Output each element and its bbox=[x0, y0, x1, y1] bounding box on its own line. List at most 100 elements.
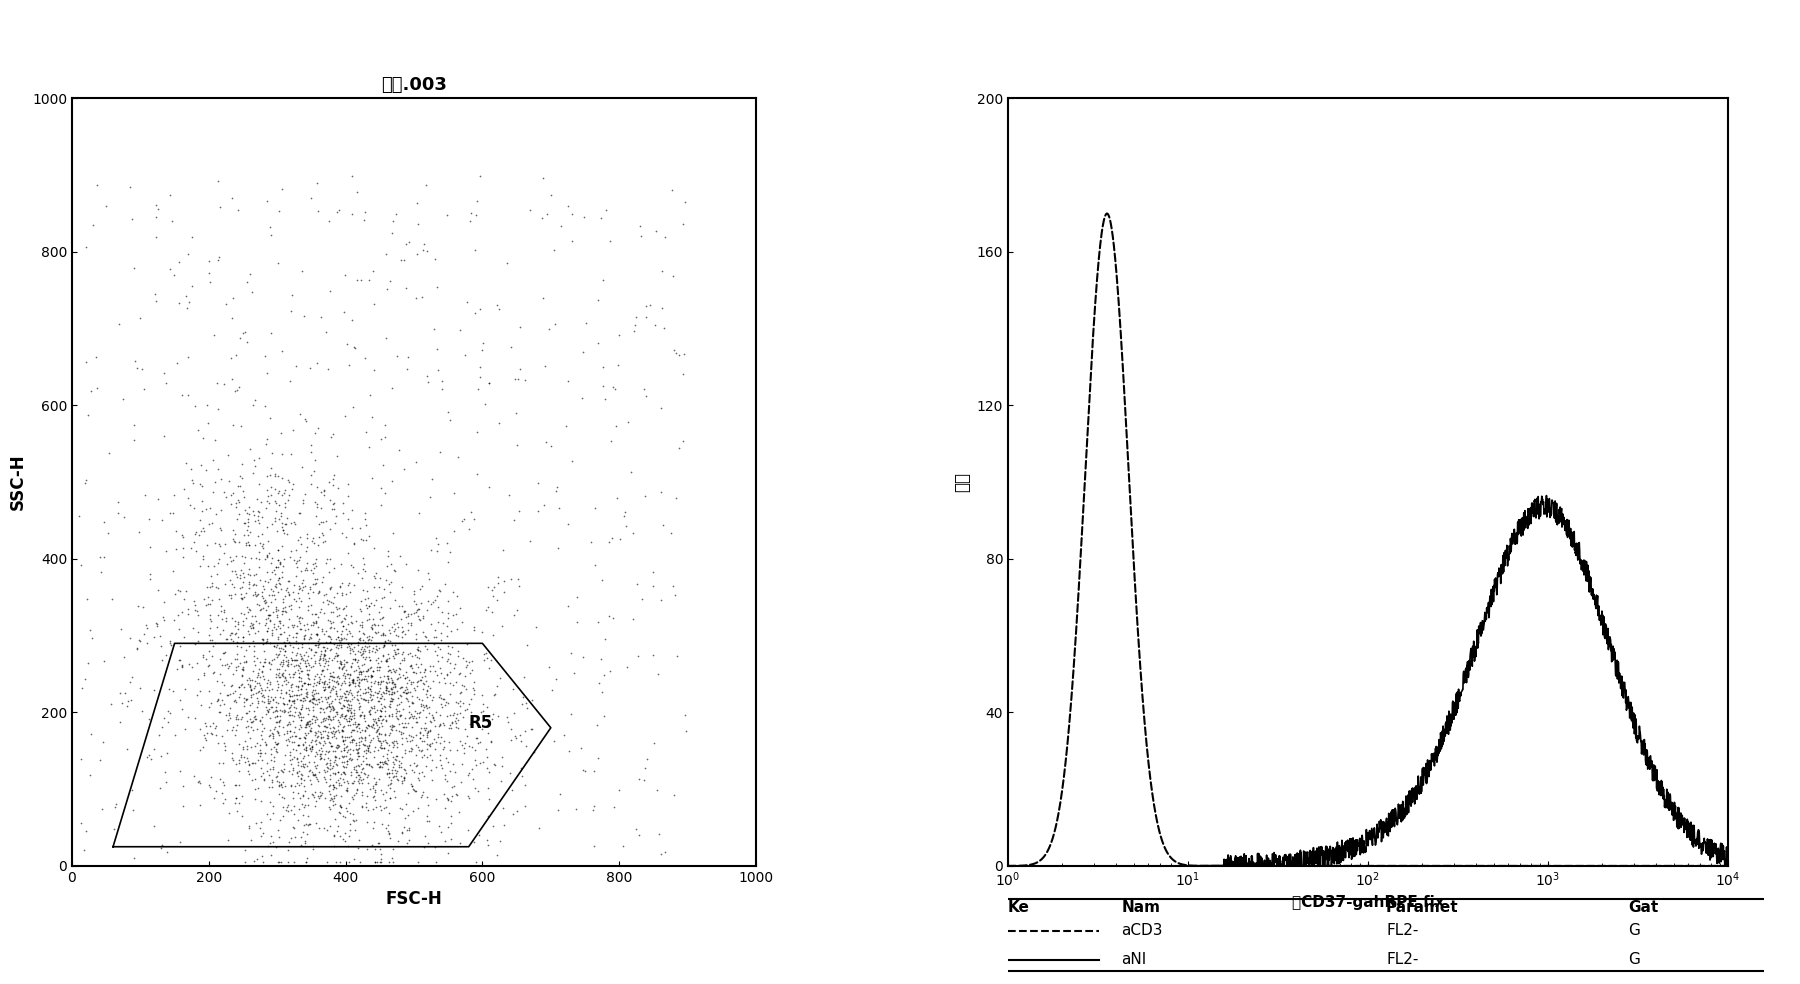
Point bbox=[403, 678, 432, 694]
Point bbox=[311, 646, 340, 662]
Point bbox=[254, 683, 283, 699]
Point bbox=[317, 694, 346, 709]
Point bbox=[347, 798, 376, 814]
Point bbox=[337, 708, 365, 724]
Point bbox=[650, 844, 679, 860]
Point bbox=[162, 660, 191, 676]
Point bbox=[293, 808, 322, 824]
Point bbox=[389, 684, 418, 700]
Point bbox=[122, 642, 151, 657]
Point bbox=[169, 778, 198, 794]
Point bbox=[310, 771, 338, 787]
Point bbox=[193, 589, 221, 605]
Point bbox=[335, 584, 364, 599]
Point bbox=[347, 583, 376, 598]
Point bbox=[385, 680, 414, 696]
Point bbox=[459, 834, 488, 850]
Point bbox=[405, 705, 434, 720]
Point bbox=[153, 703, 182, 718]
Point bbox=[295, 763, 324, 778]
Point bbox=[477, 733, 506, 749]
Point bbox=[265, 640, 293, 655]
Point bbox=[292, 742, 320, 758]
Point bbox=[583, 716, 612, 732]
Point bbox=[338, 722, 367, 738]
Point bbox=[337, 734, 365, 750]
Point bbox=[374, 699, 403, 714]
Point bbox=[315, 630, 344, 646]
Point bbox=[189, 523, 218, 538]
Point bbox=[356, 651, 385, 667]
Point bbox=[248, 579, 277, 594]
Point bbox=[205, 666, 234, 682]
Point bbox=[351, 563, 380, 579]
Point bbox=[362, 717, 391, 733]
Point bbox=[308, 526, 337, 542]
Point bbox=[292, 816, 320, 831]
Point bbox=[646, 592, 675, 608]
Point bbox=[407, 696, 436, 711]
Text: Ke: Ke bbox=[1008, 899, 1030, 915]
Point bbox=[292, 727, 320, 743]
Point bbox=[164, 621, 193, 637]
Point bbox=[355, 737, 383, 753]
Point bbox=[396, 776, 425, 792]
Point bbox=[274, 573, 302, 588]
Point bbox=[257, 445, 286, 461]
Point bbox=[301, 668, 329, 684]
Point bbox=[171, 721, 200, 737]
Point bbox=[382, 703, 410, 718]
Point bbox=[268, 652, 297, 668]
Point bbox=[227, 788, 256, 804]
Point bbox=[365, 708, 394, 724]
Point bbox=[310, 482, 338, 498]
Point bbox=[362, 643, 391, 658]
Point bbox=[502, 602, 531, 618]
Point bbox=[184, 671, 212, 687]
Point bbox=[333, 627, 362, 643]
Point bbox=[241, 815, 270, 830]
Point bbox=[412, 789, 441, 805]
Point bbox=[423, 598, 452, 614]
Point bbox=[290, 748, 319, 764]
Point bbox=[184, 422, 212, 438]
Point bbox=[230, 606, 259, 622]
Point bbox=[284, 812, 313, 828]
Point bbox=[245, 602, 274, 618]
Point bbox=[322, 756, 351, 771]
Point bbox=[493, 713, 522, 729]
Point bbox=[625, 828, 653, 843]
Point bbox=[310, 679, 338, 695]
Point bbox=[338, 814, 367, 830]
Point bbox=[266, 682, 295, 698]
Point bbox=[302, 757, 331, 772]
Point bbox=[364, 624, 392, 640]
Point bbox=[632, 309, 661, 325]
Point bbox=[308, 525, 337, 541]
Point bbox=[385, 707, 414, 723]
Point bbox=[149, 609, 178, 625]
Point bbox=[432, 665, 461, 681]
Point bbox=[320, 829, 349, 844]
Point bbox=[425, 583, 454, 598]
Point bbox=[302, 771, 331, 787]
Point bbox=[275, 474, 304, 490]
Point bbox=[299, 787, 328, 803]
Point bbox=[349, 692, 378, 707]
Point bbox=[333, 545, 362, 561]
Point bbox=[196, 621, 225, 637]
Point bbox=[315, 620, 344, 636]
Point bbox=[317, 790, 346, 806]
Point bbox=[479, 711, 508, 727]
Point bbox=[313, 641, 342, 656]
Point bbox=[358, 409, 387, 425]
Point bbox=[310, 674, 338, 690]
Point bbox=[360, 840, 389, 856]
Point bbox=[328, 660, 356, 676]
Point bbox=[398, 719, 427, 735]
Point bbox=[421, 592, 450, 608]
Point bbox=[322, 673, 351, 689]
Point bbox=[265, 765, 293, 780]
Point bbox=[329, 831, 358, 847]
Point bbox=[322, 823, 351, 838]
